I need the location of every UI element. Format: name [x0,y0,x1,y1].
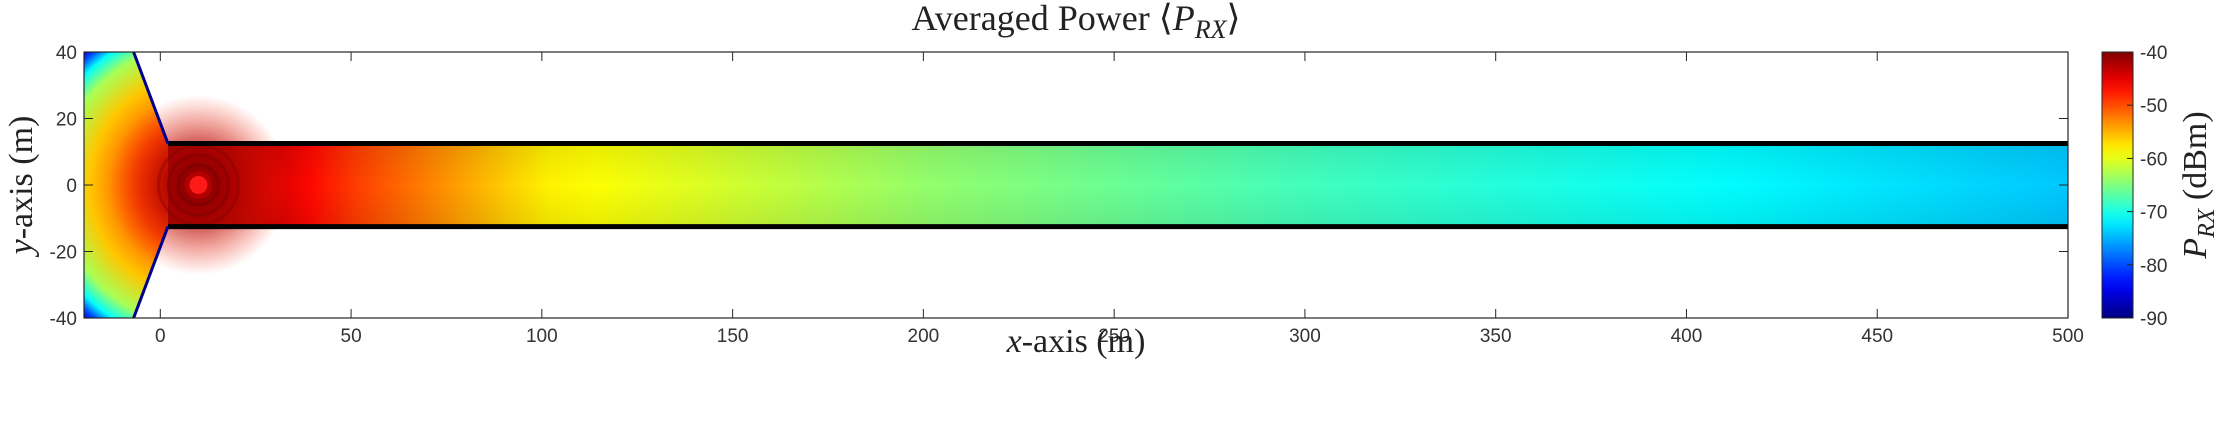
x-tick-label: 400 [1671,326,1703,347]
x-tick-label: 50 [341,326,362,347]
x-tick-label: 100 [526,326,558,347]
title-variable: P [1172,0,1195,38]
colorbar-label-subscript: RX [2194,207,2220,239]
opening-edge-bottom [132,226,170,318]
title-prefix: Averaged Power ⟨ [911,0,1172,38]
y-tick-label: 40 [56,43,77,64]
y-tick-label: 0 [66,176,77,197]
y-axis-label: y-axis (m) [3,116,40,258]
title-suffix: ⟩ [1227,0,1241,38]
x-tick-label: 450 [1861,326,1893,347]
colorbar-tick-label: -80 [2140,256,2167,277]
colorbar-tick-label: -70 [2140,203,2167,224]
heatmap-field [84,52,2068,318]
x-axis-unit: -axis (m) [1022,323,1146,360]
colorbar-tick-label: -50 [2140,96,2167,117]
plot-area: 0 50 100 150 200 250 300 350 400 450 500 -40 -20 0 20 4… [50,43,2084,347]
colorbar-label: PRX (dBm) [2177,111,2220,259]
x-tick-label: 250 [1098,326,1130,347]
chart-text: Averaged Power ⟨PRX⟩x-axis (m)y-axis (m)… [3,0,2220,360]
x-tick-label: 350 [1480,326,1512,347]
transmitter-ring [166,153,230,217]
x-tick-label: 150 [717,326,749,347]
transmitter-ring [176,163,220,207]
x-axis-variable: x [1006,323,1022,360]
colorbar-label-variable: P [2177,238,2214,260]
colorbar-tick-label: -40 [2140,43,2167,64]
x-axis-label: x-axis (m) [1006,323,1146,360]
y-axis-unit: -axis (m) [3,116,40,240]
y-tick-label: 20 [56,110,77,131]
chart-title: Averaged Power ⟨PRX⟩ [911,0,1240,44]
x-tick-label: 200 [908,326,940,347]
colorbar-tick-label: -90 [2140,309,2167,330]
y-tick-label: -20 [50,243,77,264]
y-tick-label: -40 [50,309,77,330]
x-tick-label: 300 [1289,326,1321,347]
colorbar: -90 -80 -70 -60 -50 -40 [2101,43,2167,330]
transmitter-marker [189,176,208,194]
opening-edge-top [132,52,170,144]
colorbar-label-unit: (dBm) [2177,111,2214,208]
x-tick-label: 0 [155,326,166,347]
colorbar-tick-label: -60 [2140,149,2167,170]
title-subscript: RX [1194,15,1228,44]
corridor-shading [167,143,2068,227]
y-axis-variable: y [3,238,40,257]
colorbar-gradient [2101,51,2134,319]
x-tick-label: 500 [2052,326,2084,347]
